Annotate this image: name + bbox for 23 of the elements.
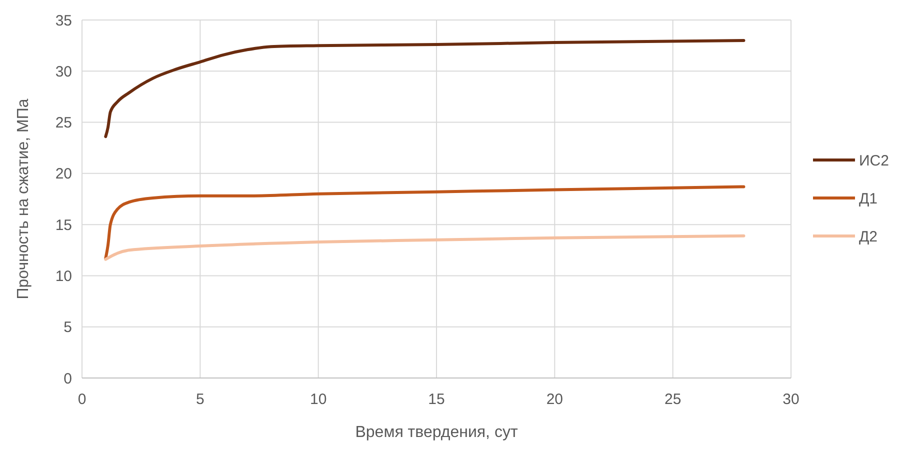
y-tick-label: 25 [55,114,72,132]
legend-label: Д2 [859,228,878,246]
y-axis-title: Прочность на сжатие, МПа [15,98,32,300]
x-tick-label: 10 [310,391,327,408]
x-tick-label: 25 [664,391,682,408]
y-tick-label: 35 [55,12,72,30]
y-tick-label: 30 [55,63,72,80]
line-series [104,234,746,261]
line-series [104,38,746,138]
line-series [104,185,746,260]
y-tick-label: 10 [55,268,72,285]
x-tick-label: 15 [428,391,445,408]
y-tick-label: 15 [55,216,72,234]
legend-label: Д1 [859,190,878,208]
legend-label: ИС2 [859,152,889,170]
x-tick-label: 30 [782,391,800,408]
x-tick-label: 20 [546,391,564,408]
x-tick-label: 5 [196,391,204,408]
y-tick-label: 0 [64,370,72,388]
y-tick-label: 20 [55,166,72,183]
y-tick-label: 5 [64,319,72,336]
x-axis-title: Время твердения, сут [355,424,518,441]
x-tick-label: 0 [78,391,86,408]
